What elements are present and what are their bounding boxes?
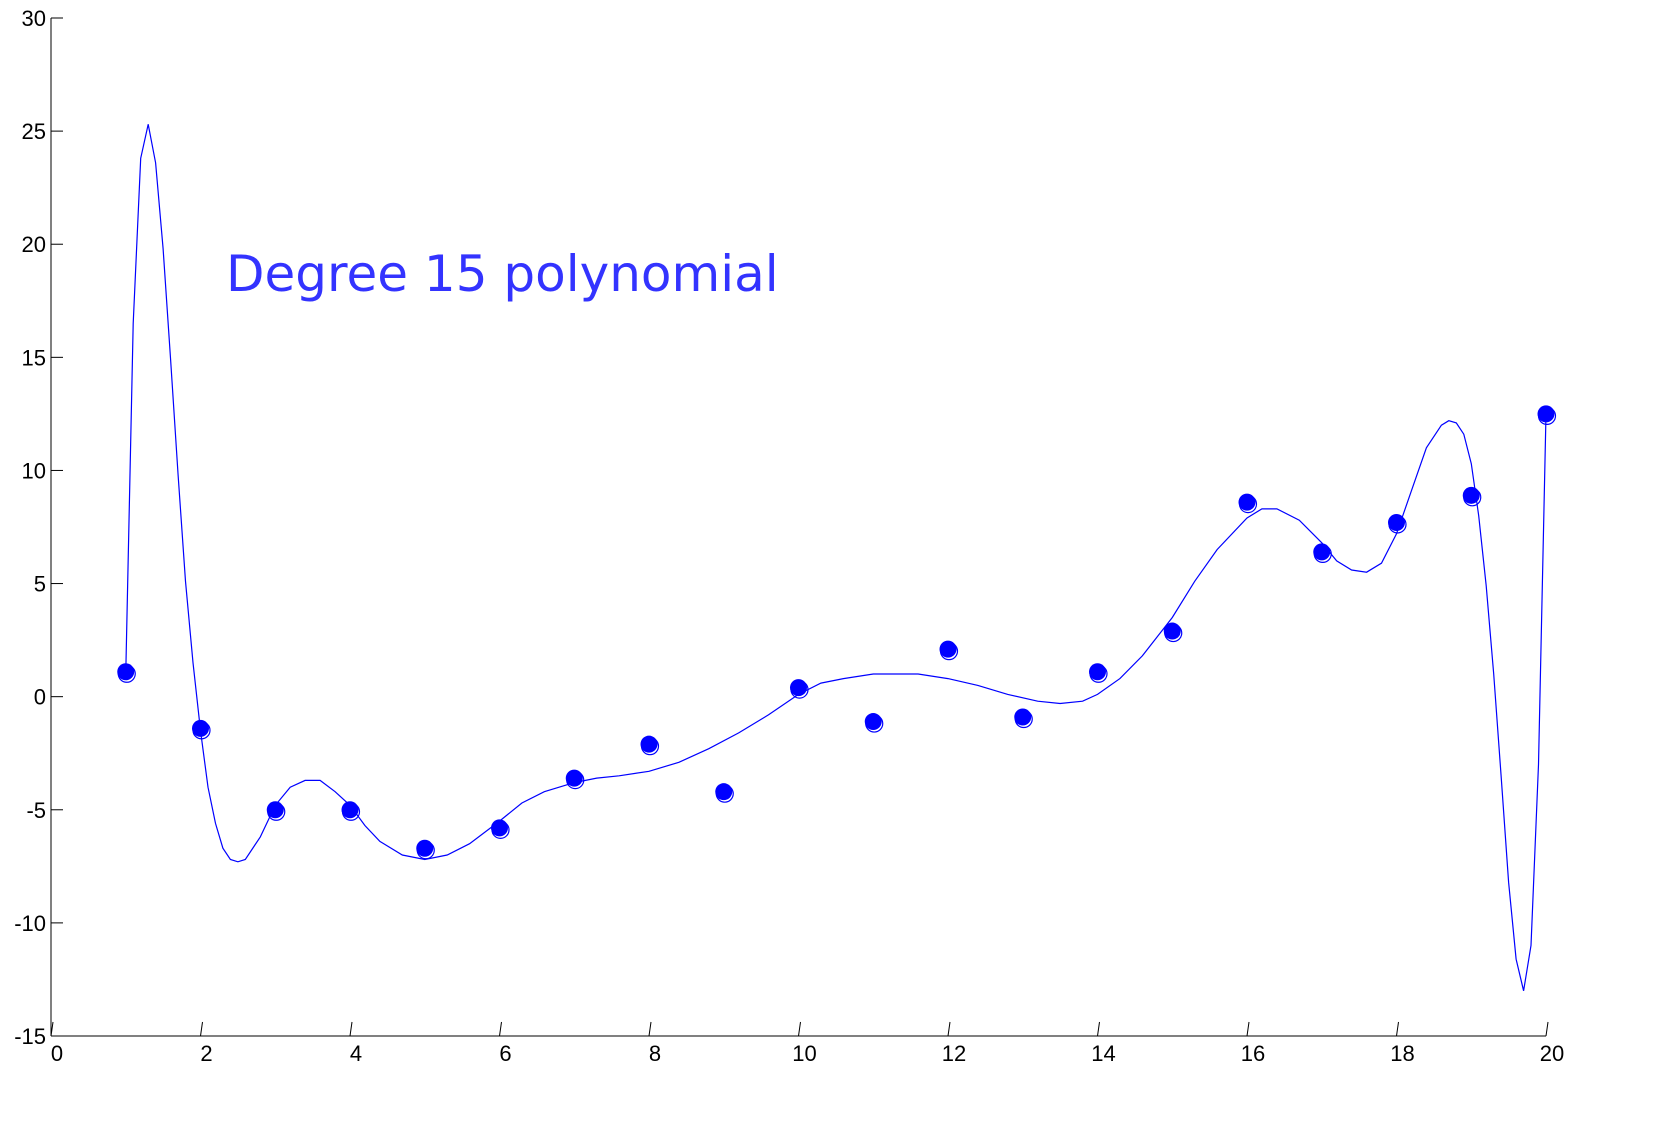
- data-point: [1313, 543, 1332, 563]
- data-point-dot: [565, 769, 583, 787]
- y-tick-label: -15: [14, 1024, 46, 1049]
- data-point-dot: [864, 713, 882, 731]
- x-tick: [1545, 1021, 1549, 1037]
- y-tick-label: 0: [34, 685, 46, 710]
- y-tick-label: 30: [22, 6, 46, 31]
- data-point: [117, 663, 136, 683]
- plot-area: [117, 124, 1557, 991]
- data-point: [565, 769, 585, 790]
- y-tick-label: 15: [22, 345, 46, 370]
- data-point-dot: [1462, 486, 1480, 504]
- x-tick: [499, 1021, 502, 1037]
- x-tick-label: 12: [942, 1041, 966, 1066]
- data-point-dot: [640, 735, 658, 753]
- data-point: [1163, 622, 1183, 643]
- chart-annotation: Degree 15 polynomial: [226, 245, 779, 303]
- polynomial-fit-line: [125, 124, 1547, 991]
- data-point-dot: [416, 839, 434, 857]
- x-tick: [798, 1021, 801, 1037]
- data-point: [1089, 663, 1108, 683]
- x-tick: [349, 1021, 353, 1037]
- x-tick-label: 8: [649, 1041, 661, 1066]
- data-point-dot: [192, 719, 209, 737]
- data-point-dot: [790, 679, 807, 697]
- data-point-dot: [715, 783, 733, 801]
- axes: [50, 18, 1546, 1037]
- data-point: [1462, 486, 1482, 507]
- data-point: [640, 735, 660, 756]
- data-point: [790, 679, 809, 699]
- data-point-dot: [266, 801, 284, 819]
- x-tick: [1396, 1021, 1399, 1037]
- x-tick-label: 6: [499, 1041, 511, 1066]
- y-tick-label: 20: [22, 232, 46, 257]
- data-point: [939, 640, 959, 661]
- x-tick: [200, 1021, 203, 1037]
- data-point: [1238, 493, 1258, 514]
- x-tick-label: 10: [792, 1041, 816, 1066]
- tick-labels: -15 -10 -5 0 5 10 15 20 25 30 0 2 4 6 8 10 12 14 16 18 20: [14, 6, 1564, 1066]
- data-point: [715, 783, 734, 803]
- y-tick-label: 5: [34, 572, 46, 597]
- data-point-dot: [1313, 543, 1331, 561]
- x-tick: [50, 1021, 54, 1037]
- x-tick: [1246, 1021, 1250, 1037]
- data-point-dot: [1537, 405, 1555, 423]
- x-tick-label: 18: [1390, 1041, 1414, 1066]
- data-point: [864, 713, 884, 733]
- data-point: [416, 839, 435, 860]
- x-tick: [648, 1021, 652, 1037]
- data-point-dot: [939, 640, 957, 658]
- x-tick-label: 0: [51, 1041, 63, 1066]
- data-point: [266, 801, 286, 821]
- y-tick-label: -5: [26, 798, 46, 823]
- y-tick-label: -10: [14, 911, 46, 936]
- data-point-dot: [491, 819, 508, 837]
- data-point: [1014, 708, 1033, 729]
- x-tick-label: 16: [1241, 1041, 1265, 1066]
- data-point-dot: [341, 801, 359, 819]
- x-tick-label: 2: [200, 1041, 212, 1066]
- ticks: [50, 17, 1549, 1037]
- x-tick-label: 14: [1091, 1041, 1115, 1066]
- y-tick-label: 10: [22, 458, 46, 483]
- data-point: [341, 801, 361, 821]
- x-tick: [1097, 1021, 1100, 1037]
- data-point-dot: [1163, 622, 1181, 640]
- data-point: [491, 819, 510, 839]
- x-tick-label: 4: [350, 1041, 362, 1066]
- data-point: [1388, 513, 1407, 534]
- x-tick-label: 20: [1540, 1041, 1564, 1066]
- data-point: [1537, 405, 1557, 425]
- data-point-dot: [117, 663, 135, 681]
- data-point-dot: [1238, 493, 1256, 511]
- y-tick-label: 25: [22, 119, 46, 144]
- data-point-dot: [1089, 663, 1106, 681]
- data-point-dot: [1388, 513, 1405, 531]
- data-point: [192, 719, 211, 740]
- x-tick: [947, 1021, 951, 1037]
- data-point-dot: [1014, 708, 1032, 726]
